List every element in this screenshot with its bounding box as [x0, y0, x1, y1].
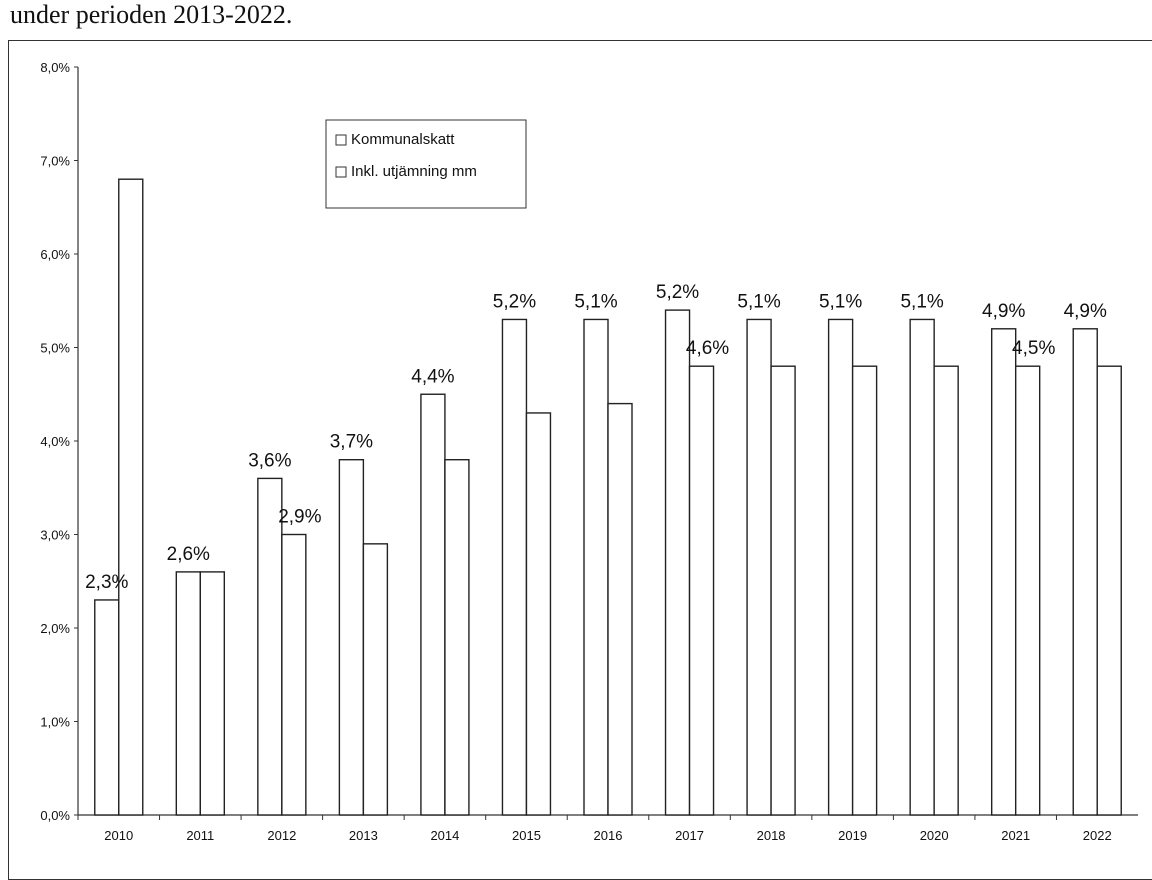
x-tick-label: 2011 — [186, 828, 214, 843]
y-tick-label: 3,0% — [40, 528, 70, 543]
x-tick-label: 2012 — [267, 828, 296, 843]
bar-kommunalskatt-2015 — [501, 318, 528, 816]
data-label: 5,1% — [900, 291, 943, 312]
data-label: 5,2% — [493, 291, 536, 312]
bar-inkl-utjamning-2017 — [688, 365, 715, 816]
legend-swatch — [335, 166, 347, 178]
bar-kommunalskatt-2014 — [420, 393, 446, 816]
x-tick-label: 2015 — [512, 828, 541, 843]
bar-inkl-utjamning-2020 — [933, 365, 959, 816]
bar-inkl-utjamning-2022 — [1096, 365, 1122, 816]
data-label: 2,3% — [85, 572, 128, 593]
data-label: 3,6% — [248, 450, 291, 471]
bar-kommunalskatt-2012 — [257, 477, 283, 816]
x-tick-label: 2016 — [594, 828, 623, 843]
bar-inkl-utjamning-2016 — [607, 402, 633, 816]
data-label: 4,6% — [686, 338, 729, 359]
x-tick-label: 2020 — [920, 828, 949, 843]
y-tick-label: 8,0% — [40, 60, 70, 75]
bar-kommunalskatt-2016 — [583, 318, 609, 816]
y-tick-label: 5,0% — [40, 341, 70, 356]
chart-caption: under perioden 2013-2022. — [10, 0, 293, 29]
data-label: 5,1% — [737, 291, 780, 312]
bar-kommunalskatt-2010 — [94, 599, 120, 816]
x-tick-label: 2022 — [1083, 828, 1112, 843]
x-tick-label: 2021 — [1001, 828, 1030, 843]
bar-inkl-utjamning-2013 — [362, 543, 389, 816]
bar-inkl-utjamning-2011 — [199, 571, 226, 816]
bar-kommunalskatt-2018 — [746, 318, 772, 816]
bar-inkl-utjamning-2010 — [118, 178, 144, 816]
data-label: 2,6% — [167, 544, 210, 565]
legend-box — [325, 119, 527, 209]
x-tick-label: 2014 — [430, 828, 459, 843]
bar-kommunalskatt-2013 — [338, 459, 365, 816]
data-label: 5,1% — [574, 291, 617, 312]
bar-kommunalskatt-2021 — [990, 328, 1017, 816]
bar-inkl-utjamning-2019 — [851, 365, 878, 816]
bar-inkl-utjamning-2012 — [281, 533, 307, 816]
x-tick-label: 2010 — [104, 828, 133, 843]
y-tick-label: 7,0% — [40, 154, 70, 169]
legend-entry: Inkl. utjämning mm — [351, 163, 477, 180]
data-label: 5,2% — [656, 282, 699, 303]
bar-kommunalskatt-2011 — [175, 571, 202, 816]
y-tick-label: 0,0% — [40, 808, 70, 823]
data-label: 5,1% — [819, 291, 862, 312]
bar-inkl-utjamning-2021 — [1014, 365, 1041, 816]
data-label: 4,4% — [411, 366, 454, 387]
data-label: 4,5% — [1012, 338, 1055, 359]
data-label: 2,9% — [278, 507, 321, 528]
legend-swatch — [335, 134, 347, 146]
bar-kommunalskatt-2019 — [827, 318, 854, 816]
bar-kommunalskatt-2022 — [1072, 328, 1098, 816]
y-tick-label: 4,0% — [40, 434, 70, 449]
bar-kommunalskatt-2020 — [909, 318, 935, 816]
legend-entry: Kommunalskatt — [351, 131, 455, 148]
data-label: 3,7% — [330, 432, 373, 453]
y-tick-label: 2,0% — [40, 621, 70, 636]
bar-inkl-utjamning-2018 — [770, 365, 796, 816]
bar-kommunalskatt-2017 — [664, 309, 691, 816]
x-tick-label: 2013 — [349, 828, 378, 843]
data-label: 4,9% — [982, 301, 1025, 322]
bar-inkl-utjamning-2014 — [444, 459, 470, 816]
data-label: 4,9% — [1064, 301, 1107, 322]
y-tick-label: 6,0% — [40, 247, 70, 262]
x-tick-label: 2019 — [838, 828, 867, 843]
y-tick-label: 1,0% — [40, 715, 70, 730]
bar-inkl-utjamning-2015 — [525, 412, 552, 816]
x-tick-label: 2017 — [675, 828, 704, 843]
x-tick-label: 2018 — [757, 828, 786, 843]
